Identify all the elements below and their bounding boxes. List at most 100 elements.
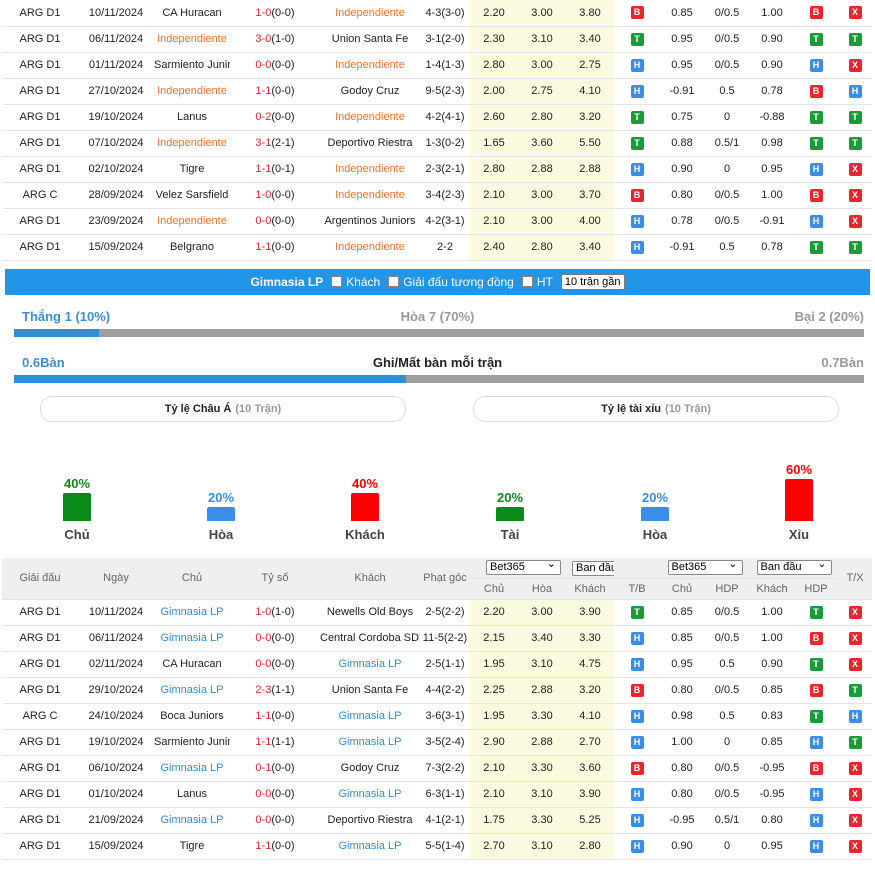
date: 06/10/2024 (78, 755, 154, 782)
corners: 11-5(2-2) (420, 625, 470, 652)
hdp-home: 0.90 (660, 156, 704, 183)
badge: T (809, 136, 823, 150)
score: 1-1(0-0) (230, 78, 320, 105)
odds-home: 1.75 (470, 807, 518, 834)
odds-draw: 2.88 (518, 156, 566, 183)
odds-select[interactable]: Bet365 (667, 558, 743, 575)
odds-draw: 3.10 (518, 26, 566, 53)
hdp-line: 0.5 (704, 651, 751, 678)
away-team: Independiente (320, 0, 420, 27)
odds-select[interactable]: Ban đầu (756, 558, 832, 575)
badge: H (630, 214, 644, 228)
hdp-line: 0/0.5 (704, 599, 751, 626)
match-row: ARG C 24/10/2024 Boca Juniors 1-1(0-0) Gimna… (2, 703, 873, 730)
odds-select[interactable]: Ban đầu (572, 560, 615, 576)
match-row: ARG D1 06/11/2024 Gimnasia LP 0-0(0-0) Centr… (2, 625, 873, 652)
badge: B (809, 761, 823, 775)
badge: H (630, 787, 644, 801)
subheader: Chủ (660, 578, 705, 600)
date: 23/09/2024 (78, 208, 154, 235)
result: B (794, 0, 838, 27)
hdp-home: 0.78 (660, 208, 704, 235)
result: X (838, 781, 873, 808)
result: T (614, 26, 660, 53)
checkbox[interactable]: Khách (331, 275, 380, 289)
score-ht: (0-0) (271, 788, 295, 800)
odds-away: 3.70 (566, 182, 614, 209)
badge: B (630, 6, 644, 20)
badge: X (848, 6, 862, 20)
score-ft: 1-1 (255, 241, 272, 253)
corners: 6-3(1-1) (420, 781, 470, 808)
badge: B (809, 6, 823, 20)
score-ht: (0-1) (271, 163, 295, 175)
pct-label: 20% (641, 489, 669, 505)
result: H (614, 208, 660, 235)
odds-draw: 2.80 (518, 234, 566, 261)
match-count-select[interactable]: 10 trận gần (560, 273, 625, 290)
away-team: Gimnasia LP (320, 703, 420, 730)
corners: 5-5(1-4) (420, 833, 470, 860)
pct-bar (207, 506, 235, 521)
date: 10/11/2024 (78, 599, 154, 626)
badge: T (630, 110, 644, 124)
home-team: CA Huracan (154, 0, 230, 27)
score: 3-1(2-1) (230, 130, 320, 157)
badge: T (630, 32, 644, 46)
home-team: Boca Juniors (154, 703, 230, 730)
hdp-away: -0.88 (750, 104, 794, 131)
odds-home: 2.30 (470, 26, 518, 53)
score-ft: 0-0 (255, 814, 272, 826)
header: Phạt góc (420, 557, 470, 600)
result: B (794, 78, 838, 105)
away-team: Gimnasia LP (320, 781, 420, 808)
badge: X (848, 657, 862, 671)
date: 06/11/2024 (78, 625, 154, 652)
result: B (614, 182, 660, 209)
score-ft: 0-1 (255, 762, 272, 774)
team-name: Gimnasia LP (250, 274, 324, 289)
league: ARG D1 (2, 130, 78, 157)
hdp-away: 0.95 (750, 156, 794, 183)
date: 01/10/2024 (78, 781, 154, 808)
result: H (794, 781, 839, 808)
score-ft: 1-1 (255, 710, 272, 722)
score: 1-1(0-0) (230, 833, 320, 860)
result: H (614, 781, 661, 808)
header: T/X (838, 557, 873, 600)
corners: 4-3(3-0) (420, 0, 470, 27)
result: T (794, 130, 838, 157)
corners: 2-5(1-1) (420, 651, 470, 678)
score: 1-1(0-1) (230, 156, 320, 183)
score-ht: (0-0) (271, 241, 295, 253)
date: 01/11/2024 (78, 52, 154, 79)
badge: T (848, 110, 862, 124)
odds-away: 3.20 (566, 104, 614, 131)
result: H (794, 807, 839, 834)
date: 27/10/2024 (78, 78, 154, 105)
hdp-line: 0.5/1 (704, 130, 750, 157)
hdp-away: 0.98 (750, 130, 794, 157)
away-team: Deportivo Riestra (320, 130, 420, 157)
hdp-away: 0.85 (750, 677, 795, 704)
checkbox[interactable]: HT (521, 275, 553, 289)
match-row: ARG C 28/09/2024 Velez Sarsfield 1-0(0-0) In… (2, 182, 872, 209)
result: X (838, 52, 872, 79)
result: T (838, 130, 872, 157)
hdp-home: 0.95 (660, 651, 705, 678)
league: ARG C (2, 703, 78, 730)
away-team: Gimnasia LP (320, 833, 420, 860)
result: X (838, 0, 872, 27)
result: X (838, 833, 873, 860)
odds-away: 2.80 (566, 833, 615, 860)
corners: 2-5(2-2) (420, 599, 470, 626)
corners: 9-5(2-3) (420, 78, 470, 105)
odds-select[interactable]: Bet365 (486, 558, 561, 575)
league: ARG D1 (2, 807, 78, 834)
date: 28/09/2024 (78, 182, 154, 209)
odds-draw: 3.10 (518, 833, 566, 860)
header: Ngày (78, 557, 154, 600)
date: 29/10/2024 (78, 677, 154, 704)
checkbox[interactable]: Giải đấu tương đồng (388, 275, 514, 289)
home-team: Velez Sarsfield (154, 182, 230, 209)
